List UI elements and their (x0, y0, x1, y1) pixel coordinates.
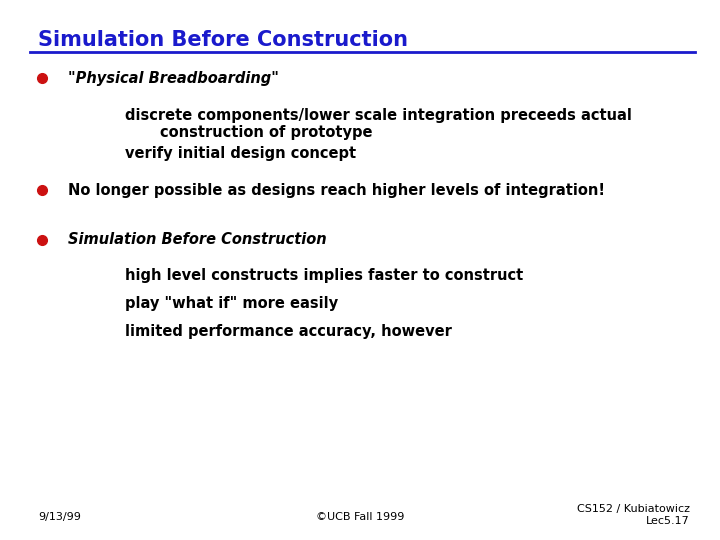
Text: high level constructs implies faster to construct: high level constructs implies faster to … (125, 268, 523, 283)
Text: Simulation Before Construction: Simulation Before Construction (68, 233, 327, 247)
Text: discrete components/lower scale integration preceeds actual: discrete components/lower scale integrat… (125, 108, 632, 123)
Text: 9/13/99: 9/13/99 (38, 512, 81, 522)
Text: limited performance accuracy, however: limited performance accuracy, however (125, 324, 452, 339)
Text: ©UCB Fall 1999: ©UCB Fall 1999 (316, 512, 404, 522)
Text: verify initial design concept: verify initial design concept (125, 146, 356, 161)
Text: CS152 / Kubiatowicz: CS152 / Kubiatowicz (577, 504, 690, 514)
Text: construction of prototype: construction of prototype (160, 125, 372, 140)
Text: Simulation Before Construction: Simulation Before Construction (38, 30, 408, 50)
Text: Lec5.17: Lec5.17 (647, 516, 690, 526)
Text: No longer possible as designs reach higher levels of integration!: No longer possible as designs reach high… (68, 183, 605, 198)
Text: "Physical Breadboarding": "Physical Breadboarding" (68, 71, 279, 85)
Text: play "what if" more easily: play "what if" more easily (125, 296, 338, 311)
